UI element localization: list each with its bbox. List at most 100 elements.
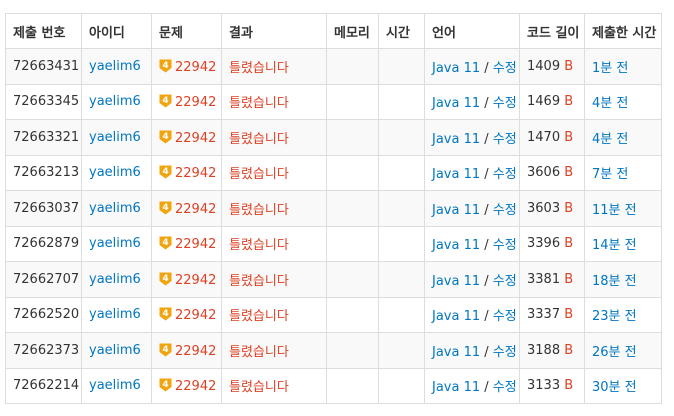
submitted-time-link[interactable]: 23분 전 — [592, 309, 637, 325]
submitted-time-cell: 30분 전 — [584, 367, 662, 404]
submitted-time-link[interactable]: 1분 전 — [592, 60, 629, 76]
edit-link[interactable]: 수정 — [492, 380, 517, 396]
submitted-time-link[interactable]: 18분 전 — [592, 273, 637, 289]
submitted-time-link[interactable]: 26분 전 — [592, 344, 637, 360]
table-row: 72662879 yaelim6 4 22942 틀렸습니다 Java 11 / 수정 33… — [5, 225, 662, 262]
language-link[interactable]: Java 11 — [432, 380, 481, 396]
problem-link[interactable]: 22942 — [175, 379, 217, 395]
code-length-cell: 3381 B — [519, 261, 585, 298]
tier-badge-level: 4 — [162, 167, 168, 177]
problem-cell: 4 22942 — [151, 190, 222, 227]
memory-cell — [326, 190, 379, 227]
problem-link[interactable]: 22942 — [175, 237, 217, 253]
user-link[interactable]: yaelim6 — [89, 271, 141, 287]
code-length-cell: 3603 B — [519, 190, 585, 227]
user-link[interactable]: yaelim6 — [89, 129, 141, 145]
problem-link[interactable]: 22942 — [175, 166, 217, 182]
problem-link[interactable]: 22942 — [175, 272, 217, 288]
tier-badge-level: 4 — [162, 345, 168, 355]
edit-link[interactable]: 수정 — [492, 131, 517, 147]
user-link[interactable]: yaelim6 — [89, 236, 141, 252]
language-link[interactable]: Java 11 — [432, 202, 481, 218]
code-length-cell: 1469 B — [519, 83, 585, 120]
submission-status-table: 제출 번호 아이디 문제 결과 메모리 시간 언어 코드 길이 제출한 시간 7… — [5, 13, 662, 404]
code-length-unit: B — [564, 165, 574, 181]
table-row: 72663345 yaelim6 4 22942 틀렸습니다 Java 11 / 수정 14… — [5, 83, 662, 120]
memory-cell — [326, 154, 379, 191]
code-length-unit: B — [564, 236, 574, 252]
user-link[interactable]: yaelim6 — [89, 307, 141, 323]
edit-link[interactable]: 수정 — [492, 167, 517, 183]
submitted-time-link[interactable]: 4분 전 — [592, 96, 629, 112]
tier-badge-icon: 4 — [159, 343, 172, 357]
edit-link[interactable]: 수정 — [492, 238, 517, 254]
tier-badge-icon: 4 — [159, 165, 172, 179]
user-link[interactable]: yaelim6 — [89, 165, 141, 181]
submitted-time-link[interactable]: 4분 전 — [592, 131, 629, 147]
problem-cell: 4 22942 — [151, 261, 222, 298]
language-link[interactable]: Java 11 — [432, 131, 481, 147]
code-length-unit: B — [564, 94, 574, 110]
problem-cell: 4 22942 — [151, 332, 222, 369]
code-length-value: 3337 — [527, 307, 561, 323]
tier-badge-icon: 4 — [159, 307, 172, 321]
submitted-time-link[interactable]: 30분 전 — [592, 380, 637, 396]
table-row: 72663037 yaelim6 4 22942 틀렸습니다 Java 11 / 수정 36… — [5, 190, 662, 227]
submission-id-cell: 72663037 — [5, 190, 82, 227]
problem-link[interactable]: 22942 — [175, 308, 217, 324]
problem-cell: 4 22942 — [151, 154, 222, 191]
language-link[interactable]: Java 11 — [432, 344, 481, 360]
submitted-time-link[interactable]: 14분 전 — [592, 238, 637, 254]
language-separator: / — [480, 344, 493, 360]
edit-link[interactable]: 수정 — [492, 273, 517, 289]
language-separator: / — [480, 273, 493, 289]
code-length-cell: 3606 B — [519, 154, 585, 191]
edit-link[interactable]: 수정 — [492, 309, 517, 325]
code-length-unit: B — [564, 271, 574, 287]
language-link[interactable]: Java 11 — [432, 238, 481, 254]
submitted-time-link[interactable]: 11분 전 — [592, 202, 637, 218]
code-length-cell: 3337 B — [519, 296, 585, 333]
user-link[interactable]: yaelim6 — [89, 94, 141, 110]
problem-link[interactable]: 22942 — [175, 95, 217, 111]
user-link[interactable]: yaelim6 — [89, 378, 141, 394]
code-length-value: 1469 — [527, 94, 561, 110]
result-wrong-answer: 틀렸습니다 — [229, 60, 289, 76]
user-link[interactable]: yaelim6 — [89, 58, 141, 74]
problem-link[interactable]: 22942 — [175, 59, 217, 75]
language-link[interactable]: Java 11 — [432, 60, 481, 76]
submitted-time-link[interactable]: 7분 전 — [592, 167, 629, 183]
code-length-value: 3381 — [527, 271, 561, 287]
code-length-value: 3606 — [527, 165, 561, 181]
submission-id: 72663037 — [13, 200, 80, 216]
tier-badge-level: 4 — [162, 61, 168, 71]
tier-badge-icon: 4 — [159, 272, 172, 286]
edit-link[interactable]: 수정 — [492, 202, 517, 218]
problem-link[interactable]: 22942 — [175, 201, 217, 217]
submission-id-cell: 72662879 — [5, 225, 82, 262]
edit-link[interactable]: 수정 — [492, 344, 517, 360]
header-code-length: 코드 길이 — [519, 13, 585, 49]
user-link[interactable]: yaelim6 — [89, 200, 141, 216]
tier-badge-icon: 4 — [159, 236, 172, 250]
edit-link[interactable]: 수정 — [492, 60, 517, 76]
language-separator: / — [480, 96, 493, 112]
language-link[interactable]: Java 11 — [432, 309, 481, 325]
tier-badge-level: 4 — [162, 203, 168, 213]
problem-link[interactable]: 22942 — [175, 130, 217, 146]
header-submitted-time: 제출한 시간 — [584, 13, 662, 49]
language-link[interactable]: Java 11 — [432, 167, 481, 183]
language-cell: Java 11 / 수정 — [424, 83, 520, 120]
edit-link[interactable]: 수정 — [492, 96, 517, 112]
submission-id: 72662373 — [13, 342, 80, 358]
user-cell: yaelim6 — [81, 83, 152, 120]
user-cell: yaelim6 — [81, 48, 152, 85]
language-link[interactable]: Java 11 — [432, 96, 481, 112]
user-cell: yaelim6 — [81, 296, 152, 333]
memory-cell — [326, 48, 379, 85]
user-link[interactable]: yaelim6 — [89, 342, 141, 358]
submission-id: 72662879 — [13, 236, 80, 252]
problem-link[interactable]: 22942 — [175, 343, 217, 359]
language-separator: / — [480, 202, 493, 218]
language-link[interactable]: Java 11 — [432, 273, 481, 289]
